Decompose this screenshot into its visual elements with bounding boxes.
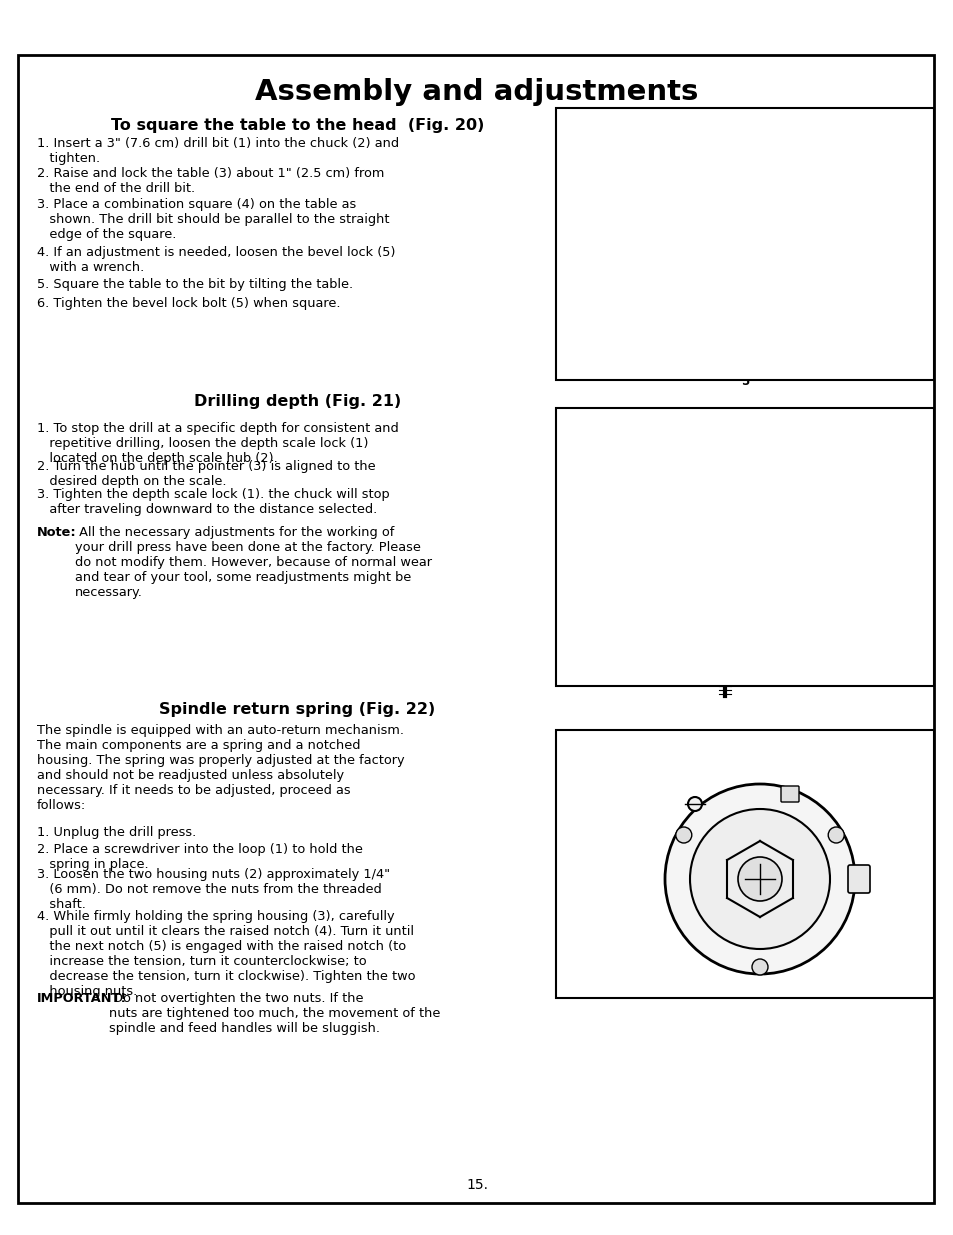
- Text: 5: 5: [872, 867, 881, 881]
- Circle shape: [751, 960, 767, 974]
- Circle shape: [836, 631, 856, 651]
- FancyBboxPatch shape: [672, 275, 697, 295]
- Bar: [704, 616, 744, 646]
- Text: 1: 1: [696, 236, 704, 249]
- Bar: [556, 107, 933, 380]
- Bar: [669, 345, 869, 359]
- Bar: [737, 133, 792, 170]
- Text: FIG. 22: FIG. 22: [562, 735, 607, 745]
- Text: 3. Tighten the depth scale lock (1). the chuck will stop
   after traveling down: 3. Tighten the depth scale lock (1). the…: [37, 488, 389, 516]
- Text: To square the table to the head  (Fig. 20): To square the table to the head (Fig. 20…: [111, 119, 484, 133]
- Text: 3: 3: [654, 516, 662, 530]
- Bar: [752, 170, 776, 191]
- Text: IMPORTANT!: IMPORTANT!: [37, 992, 127, 1005]
- Bar: [712, 646, 737, 671]
- Text: 2. Place a screwdriver into the loop (1) to hold the
   spring in place.: 2. Place a screwdriver into the loop (1)…: [37, 844, 362, 871]
- Circle shape: [738, 857, 781, 902]
- FancyBboxPatch shape: [781, 785, 799, 802]
- Text: All the necessary adjustments for the working of
your drill press have been done: All the necessary adjustments for the wo…: [75, 526, 432, 599]
- Circle shape: [709, 498, 740, 529]
- Text: Note:: Note:: [37, 526, 76, 538]
- Circle shape: [687, 797, 701, 811]
- Circle shape: [827, 827, 843, 844]
- FancyBboxPatch shape: [847, 864, 869, 893]
- Text: 15.: 15.: [465, 1178, 488, 1192]
- Circle shape: [664, 784, 854, 974]
- Text: 2: 2: [735, 818, 743, 830]
- Text: 3: 3: [574, 883, 581, 895]
- Bar: [556, 408, 933, 685]
- Polygon shape: [679, 253, 859, 275]
- Text: 4: 4: [809, 766, 818, 778]
- Text: 1. Insert a 3" (7.6 cm) drill bit (1) into the chuck (2) and
   tighten.: 1. Insert a 3" (7.6 cm) drill bit (1) in…: [37, 137, 398, 165]
- Text: 1: 1: [677, 783, 684, 795]
- Text: 2: 2: [654, 536, 662, 550]
- Text: 5: 5: [740, 375, 748, 388]
- Bar: [796, 429, 812, 671]
- Text: 1. Unplug the drill press.: 1. Unplug the drill press.: [37, 826, 196, 839]
- Text: 3: 3: [659, 282, 667, 294]
- Text: 5. Square the table to the bit by tilting the table.: 5. Square the table to the bit by tiltin…: [37, 278, 353, 291]
- Circle shape: [675, 827, 691, 844]
- Text: Do not overtighten the two nuts. If the
nuts are tightened too much, the movemen: Do not overtighten the two nuts. If the …: [109, 992, 440, 1035]
- Text: FIG. 21: FIG. 21: [562, 412, 607, 424]
- Text: Drilling depth (Fig. 21): Drilling depth (Fig. 21): [193, 394, 400, 409]
- Text: 4. If an adjustment is needed, loosen the bevel lock (5)
   with a wrench.: 4. If an adjustment is needed, loosen th…: [37, 246, 395, 274]
- Bar: [788, 128, 801, 345]
- Text: Assembly and adjustments: Assembly and adjustments: [255, 78, 698, 106]
- Text: 1. To stop the drill at a specific depth for consistent and
   repetitive drilli: 1. To stop the drill at a specific depth…: [37, 422, 398, 466]
- Text: 4: 4: [862, 252, 870, 264]
- Circle shape: [816, 440, 832, 456]
- Text: 2. Raise and lock the table (3) about 1" (2.5 cm) from
   the end of the drill b: 2. Raise and lock the table (3) about 1"…: [37, 167, 384, 195]
- Text: 6. Tighten the bevel lock bolt (5) when square.: 6. Tighten the bevel lock bolt (5) when …: [37, 296, 340, 310]
- Text: The spindle is equipped with an auto-return mechanism.
The main components are a: The spindle is equipped with an auto-ret…: [37, 724, 404, 811]
- Polygon shape: [796, 503, 809, 513]
- Text: 4. While firmly holding the spring housing (3), carefully
   pull it out until i: 4. While firmly holding the spring housi…: [37, 910, 416, 998]
- Text: 2. Turn the hub until the pointer (3) is aligned to the
   desired depth on the : 2. Turn the hub until the pointer (3) is…: [37, 459, 375, 488]
- Text: 3. Loosen the two housing nuts (2) approximately 1/4"
   (6 mm). Do not remove t: 3. Loosen the two housing nuts (2) appro…: [37, 868, 390, 911]
- Circle shape: [669, 458, 780, 568]
- Text: FIG. 20: FIG. 20: [562, 112, 606, 124]
- Bar: [556, 730, 933, 998]
- Text: Spindle return spring (Fig. 22): Spindle return spring (Fig. 22): [159, 701, 436, 718]
- Text: 3. Place a combination square (4) on the table as
   shown. The drill bit should: 3. Place a combination square (4) on the…: [37, 198, 389, 241]
- Circle shape: [689, 809, 829, 948]
- Text: 1: 1: [910, 426, 918, 438]
- Text: 2: 2: [739, 158, 746, 172]
